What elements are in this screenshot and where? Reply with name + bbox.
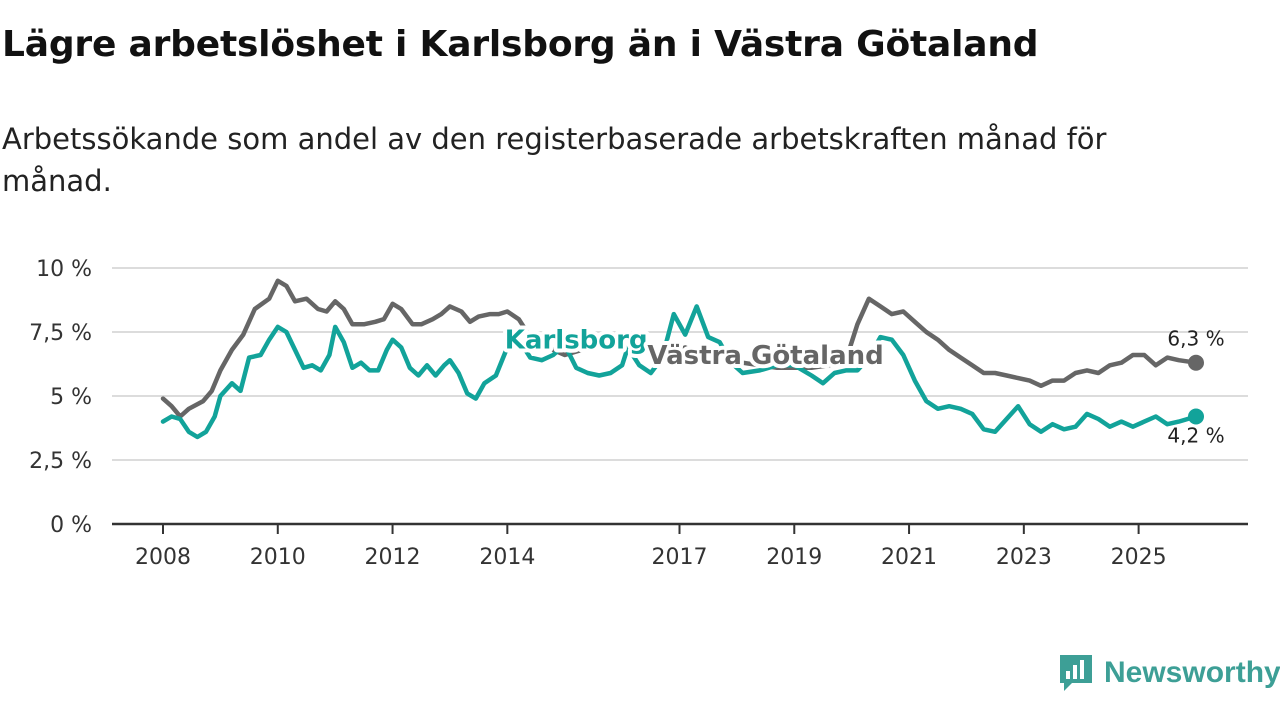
y-tick-label: 0 %	[50, 513, 92, 538]
end-value-label-karlsborg: 4,2 %	[1167, 423, 1224, 447]
x-tick-label: 2017	[652, 545, 708, 570]
brand-name: Newsworthy	[1104, 656, 1280, 689]
x-tick-label: 2021	[881, 545, 937, 570]
newsworthy-logo-icon	[1060, 655, 1092, 691]
series-line-vastra-gotaland	[160, 278, 1199, 419]
chart-title: Lägre arbetslöshet i Karlsborg än i Väst…	[2, 24, 1039, 65]
y-tick-label: 7,5 %	[29, 321, 92, 346]
grid-lines	[112, 267, 1248, 461]
x-tick-label: 2025	[1111, 545, 1167, 570]
endpoint-dot-vastra-gotaland	[1188, 354, 1204, 371]
series-lines: 6,3 % 4,2 %	[160, 278, 1225, 447]
annotation-karlsborg: Karlsborg	[505, 326, 648, 356]
y-axis-labels: 0 % 2,5 % 5 % 7,5 % 10 %	[29, 257, 92, 538]
newsworthy-logo: Newsworthy	[1058, 653, 1280, 693]
x-axis: 2008 2010 2012 2014 2017 2019 2021 2023 2025	[112, 522, 1248, 570]
x-tick-label: 2010	[250, 545, 306, 570]
annotation-vastra-gotaland: Västra Götaland	[647, 341, 883, 371]
y-tick-label: 10 %	[36, 257, 92, 282]
y-tick-label: 2,5 %	[29, 449, 92, 474]
endpoint-dot-karlsborg	[1188, 408, 1204, 425]
y-tick-label: 5 %	[50, 385, 92, 410]
x-tick-label: 2023	[996, 545, 1052, 570]
x-tick-label: 2019	[766, 545, 822, 570]
end-value-label-vastra-gotaland: 6,3 %	[1167, 327, 1224, 351]
x-tick-label: 2012	[365, 545, 421, 570]
chart-subtitle: Arbetssökande som andel av den registerb…	[2, 122, 1107, 198]
series-line-karlsborg	[160, 304, 1199, 440]
x-tick-label: 2008	[135, 545, 191, 570]
x-tick-label: 2014	[479, 545, 535, 570]
